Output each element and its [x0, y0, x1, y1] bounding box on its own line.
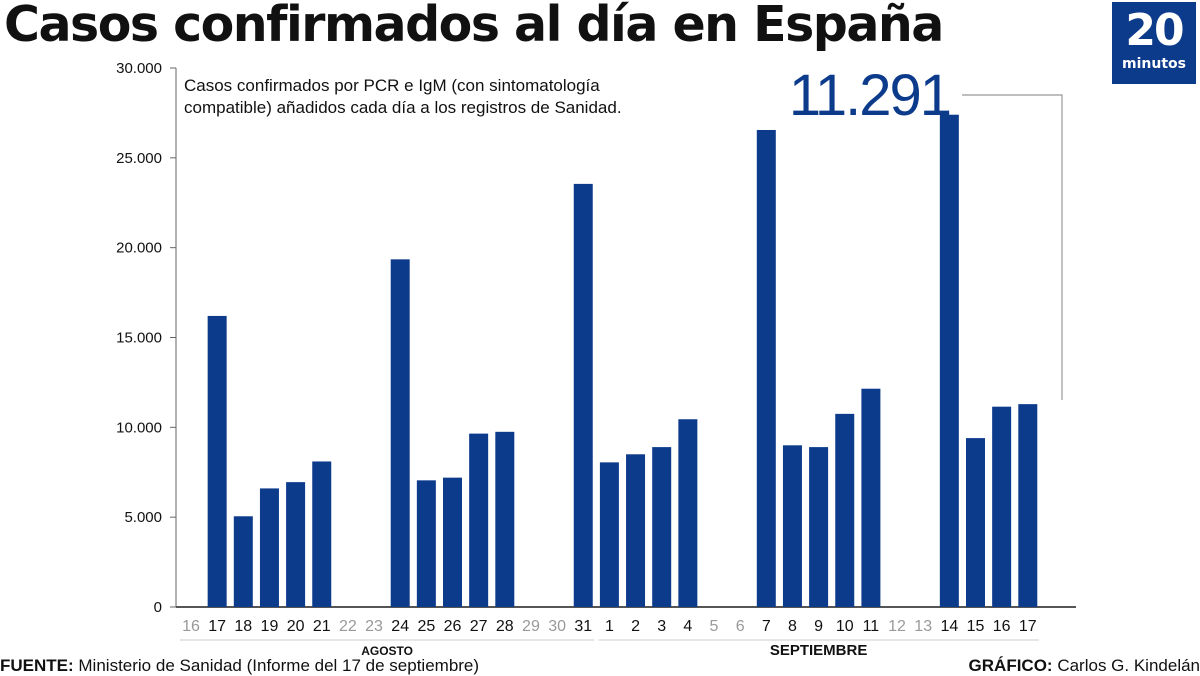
x-tick-label: 13	[914, 618, 932, 635]
x-tick-label: 16	[182, 618, 200, 635]
x-tick-label: 12	[888, 618, 906, 635]
bar	[756, 129, 776, 608]
x-tick-label: 22	[339, 618, 357, 635]
chart-title: Casos confirmados al día en España	[4, 0, 944, 53]
x-tick-label: 28	[496, 618, 514, 635]
x-tick-label: 25	[417, 618, 435, 635]
x-tick-label: 26	[444, 618, 462, 635]
logo-number: 20	[1125, 5, 1184, 56]
x-tick-label: 3	[657, 618, 666, 635]
highlight-connector	[962, 94, 1063, 400]
bar	[1018, 404, 1038, 607]
chart-subtitle-line-2: compatible) añadidos cada día a los regi…	[184, 98, 622, 117]
chart-subtitle-line-1: Casos confirmados por PCR e IgM (con sin…	[184, 76, 600, 95]
bar	[443, 477, 462, 607]
x-tick-label: 15	[967, 618, 985, 635]
x-tick-label: 27	[470, 618, 488, 635]
y-tick-label: 20.000	[116, 240, 162, 257]
y-tick-label: 0	[154, 599, 162, 616]
x-tick-label: 1	[605, 618, 614, 635]
x-tick-label: 14	[940, 618, 958, 635]
footer-credit: GRÁFICO: Carlos G. Kindelán	[969, 656, 1200, 676]
month-label: SEPTIEMBRE	[770, 642, 868, 659]
x-tick-label: 10	[836, 618, 854, 635]
x-tick-label: 31	[574, 618, 592, 635]
x-tick-label: 30	[548, 618, 566, 635]
bar	[782, 445, 802, 607]
bar	[992, 406, 1012, 607]
y-tick-label: 10.000	[116, 419, 162, 436]
bar	[495, 431, 515, 607]
x-tick-label: 6	[736, 618, 745, 635]
y-tick-label: 30.000	[116, 60, 162, 77]
x-tick-label: 16	[993, 618, 1011, 635]
brand-logo: 20 minutos	[1112, 2, 1196, 84]
footer-credit-text: Carlos G. Kindelán	[1052, 656, 1200, 675]
bar	[966, 438, 985, 607]
footer-source-text: Ministerio de Sanidad (Informe del 17 de…	[73, 656, 480, 675]
x-tick-label: 19	[261, 618, 279, 635]
bar	[939, 114, 959, 608]
y-tick-label: 5.000	[124, 509, 162, 526]
x-tick-label: 20	[287, 618, 305, 635]
y-tick-label: 25.000	[116, 150, 162, 167]
bar	[233, 516, 253, 607]
x-tick-label: 21	[313, 618, 331, 635]
bar	[573, 183, 593, 607]
highlight-value-label: 11.291	[789, 63, 950, 128]
bar	[861, 388, 881, 607]
bar	[652, 447, 672, 607]
y-tick-label: 15.000	[116, 330, 162, 347]
x-tick-label: 4	[683, 618, 692, 635]
x-tick-label: 29	[522, 618, 540, 635]
x-tick-label: 18	[234, 618, 252, 635]
footer-credit-label: GRÁFICO:	[968, 656, 1053, 675]
bar	[599, 462, 619, 607]
bar	[809, 447, 829, 607]
x-tick-label: 11	[863, 618, 880, 635]
bar	[259, 488, 279, 607]
footer-source: FUENTE: Ministerio de Sanidad (Informe d…	[0, 656, 479, 676]
bar	[207, 315, 227, 607]
x-tick-label: 9	[814, 618, 823, 635]
bar	[416, 480, 436, 607]
logo-word: minutos	[1122, 56, 1186, 72]
bar	[835, 413, 855, 607]
x-tick-label: 17	[208, 618, 226, 635]
footer-source-label: FUENTE:	[0, 656, 74, 675]
x-tick-label: 2	[631, 618, 640, 635]
x-tick-label: 24	[391, 618, 409, 635]
bar	[678, 419, 698, 607]
bar	[312, 461, 332, 607]
bar	[626, 454, 646, 607]
x-tick-label: 23	[365, 618, 383, 635]
x-tick-label: 7	[762, 618, 771, 635]
bar	[469, 433, 489, 607]
bar	[390, 259, 410, 607]
month-label: AGOSTO	[361, 644, 413, 658]
x-tick-label: 5	[710, 618, 719, 635]
bar	[286, 482, 306, 607]
x-tick-label: 17	[1019, 618, 1037, 635]
x-tick-label: 8	[788, 618, 797, 635]
